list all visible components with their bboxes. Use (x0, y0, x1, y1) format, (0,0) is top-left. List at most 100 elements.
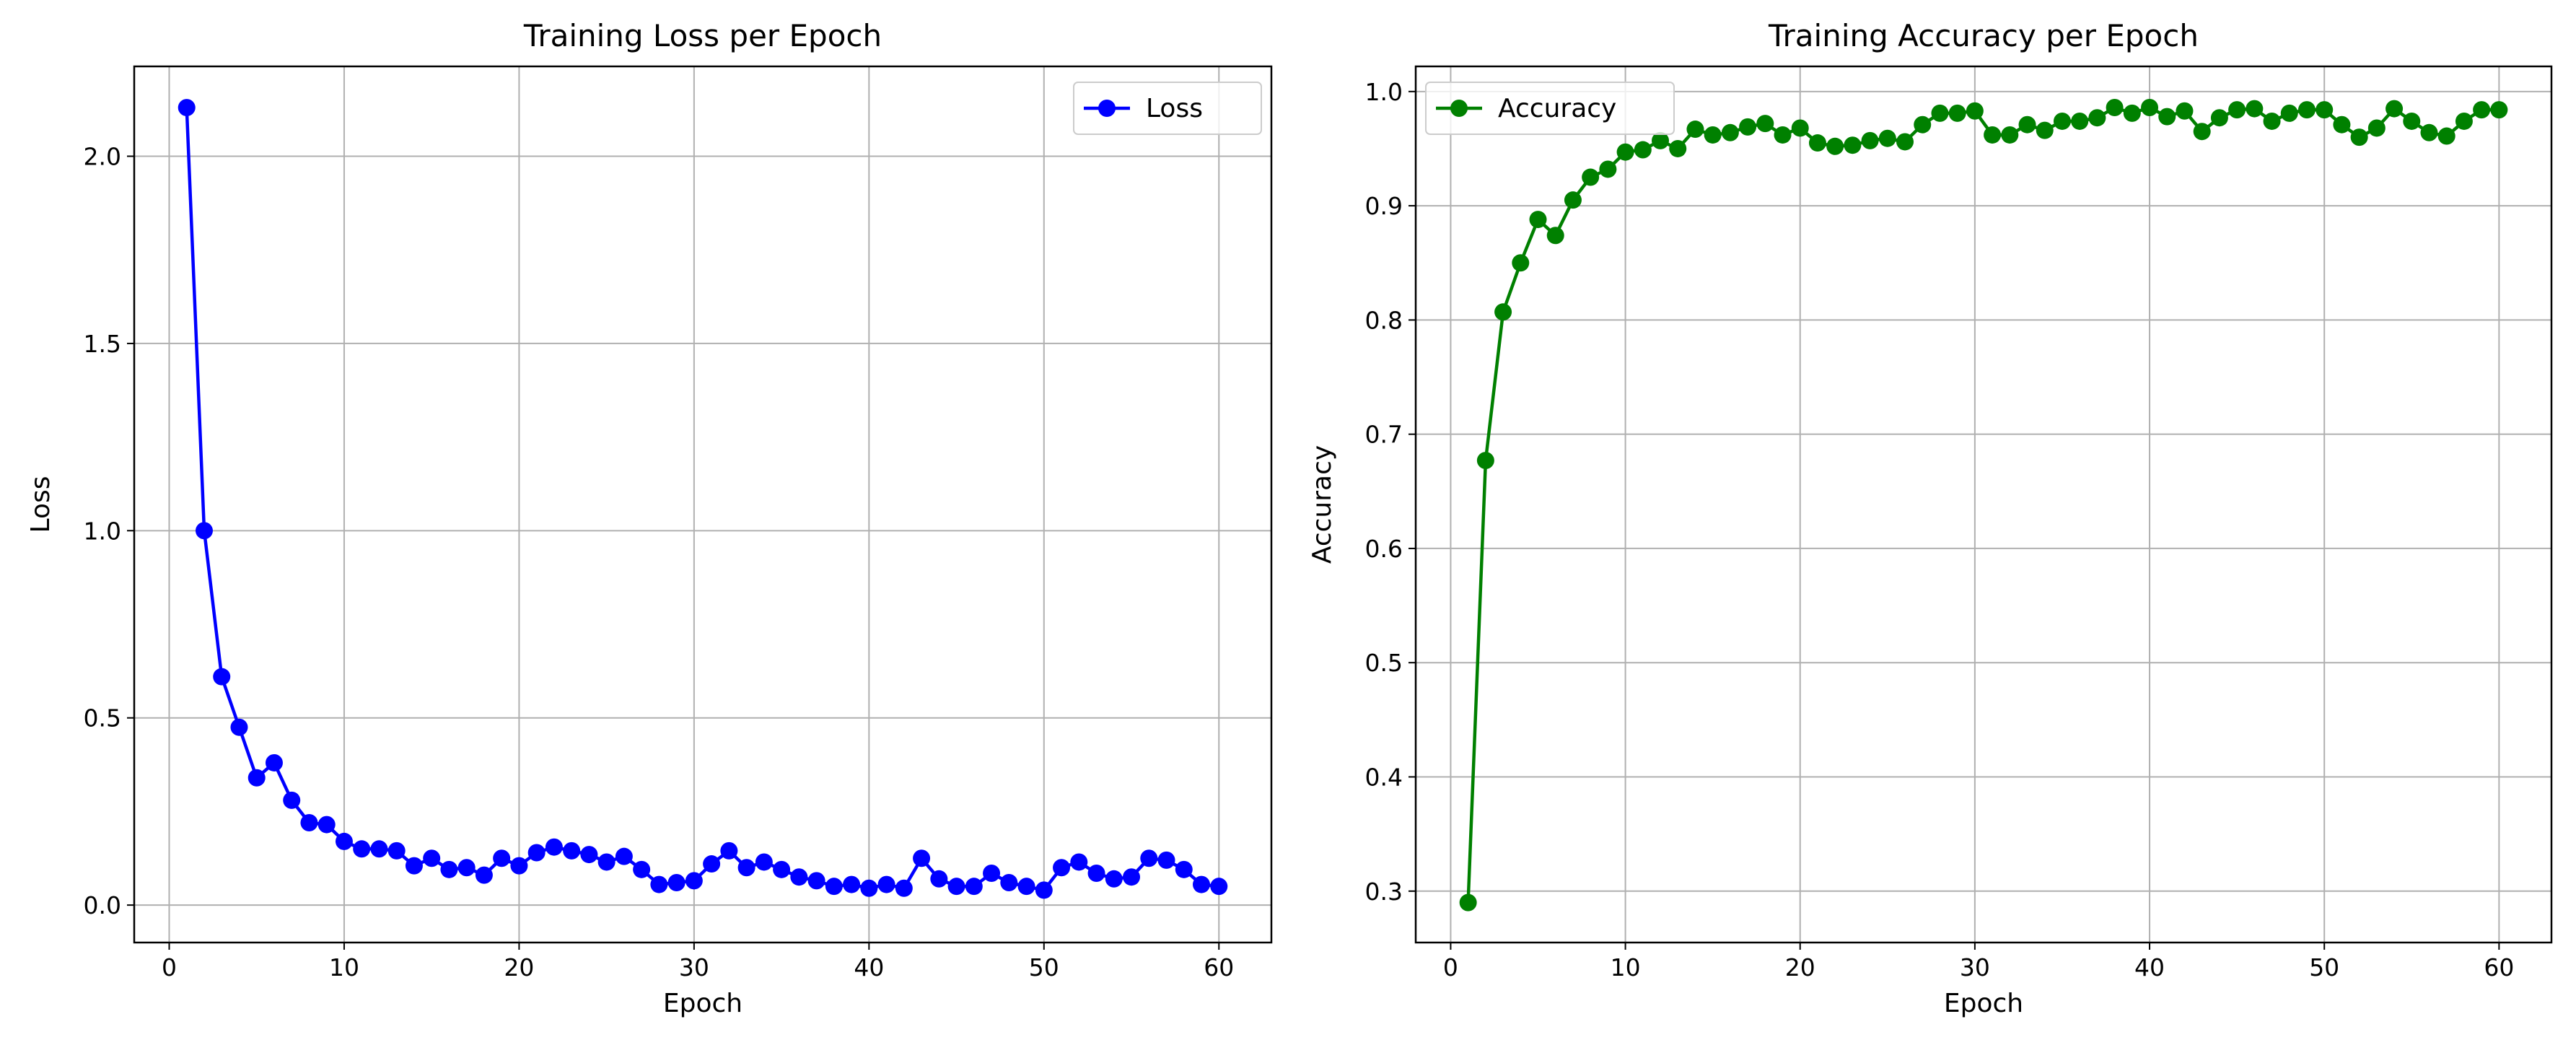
data-point (195, 522, 213, 540)
y-tick-label: 0.0 (84, 891, 121, 919)
data-point (440, 860, 458, 878)
y-tick-label: 0.5 (84, 704, 121, 733)
data-point (1476, 452, 1494, 470)
y-tick-label: 1.0 (84, 517, 121, 545)
data-point (2263, 112, 2281, 130)
data-point (1529, 211, 1547, 229)
x-tick-label: 0 (1443, 953, 1458, 982)
data-point (2333, 115, 2351, 134)
legend-marker (1450, 100, 1468, 117)
data-point (597, 853, 615, 871)
data-point (2490, 101, 2508, 119)
data-point (790, 868, 808, 886)
axes-frame (1414, 65, 2553, 944)
data-point (580, 846, 598, 864)
data-point (527, 844, 546, 862)
data-point (2455, 112, 2473, 130)
data-point (2210, 109, 2228, 127)
data-point (1582, 168, 1600, 186)
data-point (930, 870, 948, 888)
gridlines (1416, 66, 2551, 943)
legend-label: Loss (1146, 94, 1203, 123)
x-tick-label: 50 (1029, 953, 1059, 982)
data-point (493, 849, 511, 867)
data-point (1000, 873, 1018, 891)
y-tick-label: 1.0 (1365, 78, 1403, 106)
data-point (1948, 104, 1966, 122)
y-tick-label: 0.4 (1365, 763, 1403, 791)
data-point (1791, 119, 1809, 137)
data-point (1210, 878, 1228, 896)
data-point (703, 855, 721, 873)
data-point (2141, 98, 2159, 116)
data-point (2420, 123, 2438, 141)
data-point (2437, 127, 2455, 145)
data-point (685, 872, 703, 890)
data-point (1704, 126, 1722, 144)
chart-title: Training Accuracy per Epoch (1768, 18, 2199, 53)
data-point (825, 878, 843, 896)
series-markers (1459, 98, 2508, 911)
x-tick-label: 20 (504, 953, 534, 982)
data-point (1599, 160, 1617, 178)
data-point (1966, 102, 1984, 120)
data-point (2297, 101, 2316, 119)
data-point (1878, 129, 1896, 147)
data-point (965, 878, 983, 896)
data-point (405, 857, 423, 875)
data-point (895, 879, 913, 897)
data-point (2473, 101, 2491, 119)
data-point (1193, 875, 1211, 893)
data-point (1140, 849, 1158, 867)
data-point (615, 847, 633, 865)
data-point (1721, 123, 1739, 141)
y-axis-label: Loss (26, 476, 56, 533)
data-point (1808, 134, 1826, 152)
legend-marker (1098, 100, 1116, 117)
data-point (563, 841, 581, 860)
data-point (2316, 101, 2334, 119)
legend-box (1425, 82, 1675, 135)
legend: Loss (1073, 82, 1262, 135)
y-tick-label: 0.8 (1365, 306, 1403, 334)
data-point (2246, 100, 2264, 118)
data-point (1512, 254, 1530, 272)
data-point (1070, 853, 1088, 871)
y-tick-label: 0.6 (1365, 535, 1403, 563)
data-point (2036, 121, 2054, 139)
data-point (1896, 133, 1914, 151)
data-point (2123, 104, 2141, 122)
data-point (178, 99, 196, 117)
data-point (300, 813, 318, 831)
data-point (1459, 893, 1477, 911)
axes-frame (133, 65, 1273, 944)
y-tick-label: 0.7 (1365, 421, 1403, 449)
x-tick-label: 20 (1785, 953, 1815, 982)
data-point (265, 753, 283, 771)
data-point (2106, 98, 2124, 116)
data-point (2350, 128, 2368, 147)
data-point (1564, 191, 1582, 209)
data-point (860, 879, 878, 897)
data-point (1494, 303, 1512, 321)
data-point (1105, 870, 1123, 888)
x-tick-label: 50 (2309, 953, 2339, 982)
data-point (633, 860, 651, 878)
data-point (1157, 851, 1175, 869)
data-point (387, 841, 406, 860)
data-point (283, 791, 301, 809)
data-point (1914, 115, 1932, 134)
x-tick-label: 10 (1611, 953, 1641, 982)
data-point (247, 769, 266, 787)
data-point (213, 668, 231, 686)
x-tick-label: 30 (1960, 953, 1990, 982)
data-point (1686, 121, 1704, 139)
legend: Accuracy (1425, 82, 1675, 135)
x-tick-label: 60 (2484, 953, 2514, 982)
data-point (1035, 881, 1053, 899)
data-point (1123, 868, 1141, 886)
data-point (2280, 104, 2298, 122)
data-point (1931, 104, 1949, 122)
data-point (1175, 860, 1193, 878)
